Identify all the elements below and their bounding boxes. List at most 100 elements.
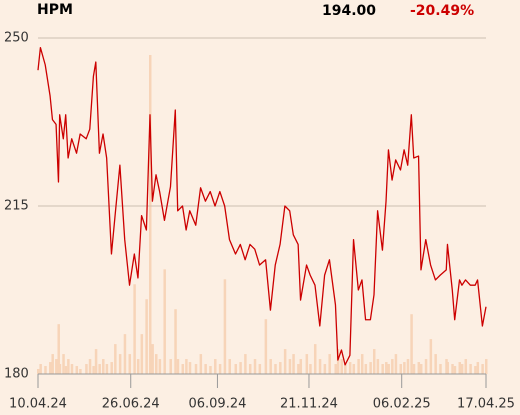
volume-bar: [419, 364, 423, 374]
last-price: 194.00: [322, 3, 376, 19]
volume-bar: [49, 362, 52, 374]
volume-bar: [64, 366, 68, 374]
volume-bar: [364, 364, 368, 374]
volume-bar: [253, 359, 257, 374]
volume-bar: [194, 364, 198, 374]
y-tick-label: 250: [4, 31, 29, 46]
x-tick-label: 21.11.24: [280, 397, 338, 412]
volume-bar: [70, 364, 74, 374]
volume-bar: [288, 359, 292, 374]
volume-bar: [123, 334, 127, 374]
volume-bar: [151, 344, 154, 374]
volume-bar: [62, 354, 65, 374]
volume-bar: [67, 359, 70, 374]
volume-bar: [439, 364, 442, 374]
volume-bar: [79, 369, 82, 374]
volume-bar: [424, 359, 428, 374]
volume-bar: [218, 364, 222, 374]
volume-bar: [434, 354, 437, 374]
volume-bar: [163, 269, 166, 374]
volume-bar: [145, 299, 148, 374]
x-tick-label: 06.02.25: [373, 397, 431, 412]
volume-bar: [98, 364, 101, 374]
volume-bar: [234, 364, 238, 374]
volume-bar: [118, 354, 122, 374]
volume-bar: [344, 364, 347, 374]
volume-bar: [204, 364, 207, 374]
volume-bar: [283, 349, 287, 374]
volume-bar: [481, 364, 484, 374]
volume-bar: [373, 349, 376, 374]
y-tick-label: 215: [4, 199, 29, 214]
volume-bar: [406, 359, 410, 374]
volume-bar: [336, 349, 340, 374]
volume-bar: [417, 362, 421, 374]
volume-bar: [323, 364, 327, 374]
volume-bar: [169, 359, 172, 374]
volume-bar: [223, 279, 227, 374]
volume-bar: [274, 364, 277, 374]
volume-bar: [412, 364, 416, 374]
volume-bar: [248, 364, 252, 374]
volume-bar: [269, 359, 272, 374]
volume-bar: [410, 314, 413, 374]
volume-bar: [176, 359, 180, 374]
volume-bar: [185, 359, 188, 374]
x-tick-label: 10.04.24: [9, 397, 67, 412]
volume-bar: [88, 359, 92, 374]
volume-bar: [399, 364, 402, 374]
volume-bar: [387, 364, 390, 374]
volume-bar: [199, 354, 203, 374]
volume-bar: [485, 359, 488, 374]
volume-bar: [292, 354, 295, 374]
volume-bar: [328, 354, 331, 374]
volume-bar: [297, 364, 300, 374]
volume-bar: [369, 362, 372, 374]
volume-bar: [37, 369, 40, 374]
volume-bar: [174, 309, 177, 374]
volume-bar: [403, 362, 406, 374]
volume-bar: [92, 366, 95, 374]
volume-bar: [385, 362, 388, 374]
volume-bar: [188, 362, 192, 374]
volume-bar: [136, 359, 140, 374]
change: -20.49%: [410, 3, 474, 19]
volume-bar: [391, 359, 394, 374]
volume-bar: [348, 362, 352, 374]
volume-bar: [446, 362, 449, 374]
volume-bar: [114, 344, 117, 374]
volume-bar: [102, 359, 105, 374]
volume-bar: [51, 354, 54, 374]
volume-bar: [476, 362, 480, 374]
volume-bar: [105, 364, 109, 374]
volume-bar: [140, 334, 144, 374]
volume-bar: [128, 354, 132, 374]
volume-bar: [318, 359, 322, 374]
volume-bar: [158, 359, 162, 374]
volume-bar: [228, 359, 231, 374]
volume-bar: [110, 362, 113, 374]
volume-bar: [149, 55, 152, 374]
volume-bar: [181, 364, 185, 374]
volume-bar: [244, 354, 247, 374]
volume-bar: [376, 359, 380, 374]
volume-bar: [460, 364, 464, 374]
volume-bar: [279, 362, 282, 374]
volume-bar: [299, 359, 303, 374]
volume-bar: [394, 354, 398, 374]
volume-bar: [75, 366, 79, 374]
volume-bar: [258, 364, 262, 374]
volume-bar: [239, 362, 242, 374]
volume-bar: [209, 366, 212, 374]
volume-bar: [340, 359, 343, 374]
volume-bar: [458, 362, 462, 374]
volume-bar: [57, 324, 60, 374]
volume-bar: [451, 364, 454, 374]
volume-bar: [133, 284, 136, 374]
volume-bar: [352, 364, 356, 374]
x-tick-label: 26.06.24: [102, 397, 160, 412]
volume-bar: [264, 319, 268, 374]
x-tick-label: 06.09.24: [188, 397, 246, 412]
volume-bar: [334, 364, 337, 374]
volume-bar: [94, 349, 98, 374]
